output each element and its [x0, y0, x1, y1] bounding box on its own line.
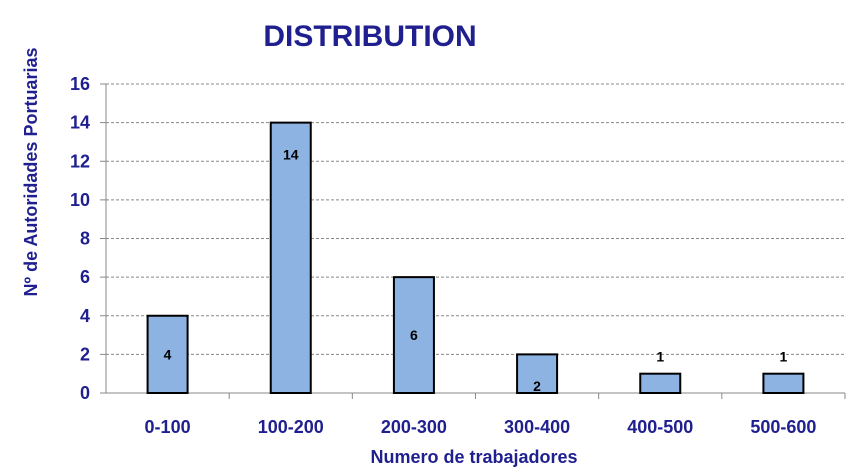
y-tick-label: 0	[80, 383, 90, 403]
bar	[762, 372, 805, 394]
y-tick-label: 4	[80, 306, 90, 326]
y-tick-label: 6	[80, 267, 90, 287]
axes	[100, 83, 846, 399]
y-tick-label: 2	[80, 344, 90, 364]
data-label: 1	[780, 349, 788, 365]
x-tick-label: 200-300	[381, 417, 447, 437]
x-tick-labels: 0-100 100-200 200-300 300-400 400-500 500-600	[145, 417, 817, 437]
chart-title: DISTRIBUTION	[263, 20, 476, 53]
y-axis-label: Nº de Autoridades Portuarias	[21, 48, 41, 297]
x-tick-label: 300-400	[504, 417, 570, 437]
bar	[639, 372, 682, 394]
x-tick-label: 400-500	[627, 417, 693, 437]
y-tick-label: 10	[70, 190, 90, 210]
bar	[392, 276, 435, 394]
data-label: 14	[283, 147, 299, 163]
x-tick-label: 0-100	[145, 417, 191, 437]
data-label: 1	[656, 349, 664, 365]
data-label: 6	[410, 327, 418, 343]
bar	[516, 353, 559, 394]
x-axis-label: Numero de trabajadores	[370, 447, 577, 467]
bars	[146, 121, 805, 394]
data-label: 2	[533, 378, 541, 394]
y-tick-label: 8	[80, 229, 90, 249]
data-label: 4	[164, 346, 172, 362]
x-tick-label: 100-200	[258, 417, 324, 437]
gridlines	[106, 83, 845, 355]
y-tick-label: 12	[70, 151, 90, 171]
y-tick-label: 14	[70, 113, 90, 133]
y-tick-labels: 0 2 4 6 8 10 12 14 16	[70, 74, 90, 403]
y-tick-label: 16	[70, 74, 90, 94]
bar	[146, 314, 189, 394]
data-labels: 4 14 6 2 1 1	[164, 147, 788, 394]
bar	[269, 121, 312, 394]
x-tick-label: 500-600	[750, 417, 816, 437]
